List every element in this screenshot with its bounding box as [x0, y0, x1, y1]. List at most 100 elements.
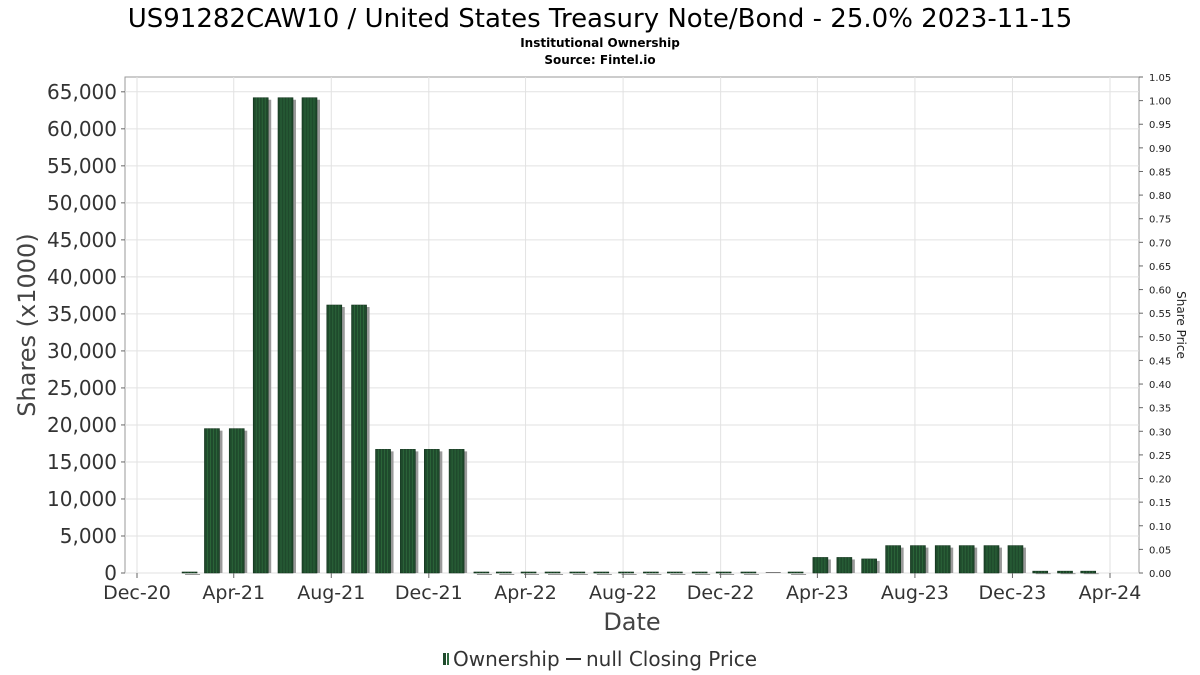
y2-tick-label: 0.65: [1149, 262, 1171, 273]
bar-ownership: [277, 97, 297, 574]
bar-body: [252, 97, 269, 574]
bar-ownership: [400, 449, 419, 574]
bar-body: [765, 572, 781, 573]
x-tick-label: Dec-21: [395, 582, 463, 604]
bar-ownership: [715, 571, 735, 575]
bar-body: [885, 545, 901, 574]
y2-tick-label: 0.25: [1149, 451, 1171, 462]
y2-tick-label: 0.30: [1149, 427, 1171, 438]
bar-ownership: [593, 571, 612, 575]
bar-shadow: [743, 574, 759, 575]
bar-body: [181, 571, 198, 574]
y2-tick-label: 0.95: [1149, 120, 1171, 131]
legend-label-ownership: Ownership: [453, 647, 560, 671]
bar-shadow: [646, 574, 662, 575]
y2-tick-label: 0.35: [1149, 404, 1171, 415]
y2-tick-label: 0.10: [1149, 522, 1171, 533]
bar-ownership: [375, 449, 394, 574]
bar-body: [667, 571, 683, 574]
bar-body: [1057, 570, 1073, 574]
bar-ownership: [812, 557, 831, 574]
y2-axis-ticks: 0.00 0.05 0.10 0.15 0.20 0.25 0.30 0.35 0.40 0.45…: [1139, 73, 1171, 580]
bar-ownership: [351, 304, 370, 574]
bar-body: [691, 571, 708, 574]
y2-tick-label: 0.90: [1149, 144, 1171, 155]
y2-tick-label: 0.80: [1149, 191, 1171, 202]
bar-body: [473, 571, 490, 574]
bar-body: [593, 571, 610, 574]
bar-shadow: [670, 574, 686, 575]
bar-series-ownership: [181, 97, 1099, 575]
bar-shadow: [621, 574, 637, 575]
y-tick-label: 45,000: [47, 228, 117, 252]
bar-ownership: [836, 557, 855, 574]
bar-body: [301, 97, 318, 574]
bar-body: [569, 571, 586, 574]
y-axis-label: Shares (x1000): [13, 233, 41, 416]
y-tick-label: 35,000: [47, 302, 117, 326]
bar-body: [934, 545, 951, 574]
y2-tick-label: 1.00: [1149, 97, 1171, 108]
bar-body: [326, 304, 343, 574]
bar-body: [983, 545, 1000, 574]
bar-body: [204, 428, 220, 574]
bar-ownership: [252, 97, 272, 574]
legend-swatch-ownership: [443, 653, 446, 665]
bar-shadow: [499, 574, 515, 575]
y2-tick-label: 0.45: [1149, 356, 1171, 367]
y2-tick-label: 0.55: [1149, 309, 1171, 320]
bar-ownership: [181, 571, 201, 575]
bar-ownership: [643, 571, 662, 575]
y2-tick-label: 0.85: [1149, 167, 1171, 178]
y-tick-label: 65,000: [47, 80, 117, 104]
bar-ownership: [885, 545, 904, 574]
y-tick-label: 40,000: [47, 265, 117, 289]
chart-subtitle: Institutional Ownership: [520, 36, 680, 50]
bar-body: [643, 571, 659, 574]
bar-ownership: [787, 571, 807, 575]
bar-body: [910, 545, 926, 574]
x-tick-label: Dec-20: [103, 582, 171, 604]
y2-tick-label: 0.00: [1149, 569, 1171, 580]
bar-ownership: [934, 545, 954, 574]
bar-shadow: [1060, 573, 1076, 575]
bar-shadow: [1083, 573, 1099, 575]
bar-shadow: [572, 574, 588, 575]
bar-body: [715, 571, 732, 574]
bar-ownership: [228, 428, 248, 574]
bar-ownership: [958, 545, 978, 574]
legend: Ownership null Closing Price: [443, 647, 757, 671]
x-tick-label: Apr-22: [494, 582, 557, 604]
y-tick-label: 30,000: [47, 339, 117, 363]
bar-body: [1032, 570, 1049, 574]
y2-tick-label: 0.05: [1149, 545, 1171, 556]
y-tick-label: 20,000: [47, 413, 117, 437]
bar-ownership: [204, 428, 223, 574]
y2-tick-label: 0.15: [1149, 498, 1171, 509]
x-tick-label: Apr-23: [786, 582, 849, 604]
x-axis-ticks: Dec-20 Apr-21 Aug-21 Dec-21 Apr-22 Aug-22 Dec-…: [103, 573, 1141, 604]
chart-source: Source: Fintel.io: [544, 53, 655, 67]
bar-body: [400, 449, 416, 574]
bar-shadow: [1035, 573, 1051, 575]
bar-shadow: [695, 574, 711, 575]
y-tick-label: 25,000: [47, 376, 117, 400]
bar-body: [740, 571, 757, 574]
bar-body: [787, 571, 804, 574]
x-tick-label: Aug-22: [589, 582, 657, 604]
legend-label-closing-price: null Closing Price: [586, 647, 757, 671]
bar-ownership: [569, 571, 588, 575]
bar-body: [424, 449, 440, 574]
y-tick-label: 60,000: [47, 117, 117, 141]
bar-shadow: [548, 574, 564, 575]
bar-ownership: [1007, 545, 1026, 574]
y-tick-label: 10,000: [47, 487, 117, 511]
y2-tick-label: 1.05: [1149, 73, 1171, 84]
bar-ownership: [861, 558, 880, 574]
bar-body: [228, 428, 245, 574]
y2-tick-label: 0.60: [1149, 286, 1171, 297]
bar-body: [375, 449, 391, 574]
y2-tick-label: 0.50: [1149, 333, 1171, 344]
bar-body: [277, 97, 294, 574]
bar-shadow: [524, 574, 540, 575]
